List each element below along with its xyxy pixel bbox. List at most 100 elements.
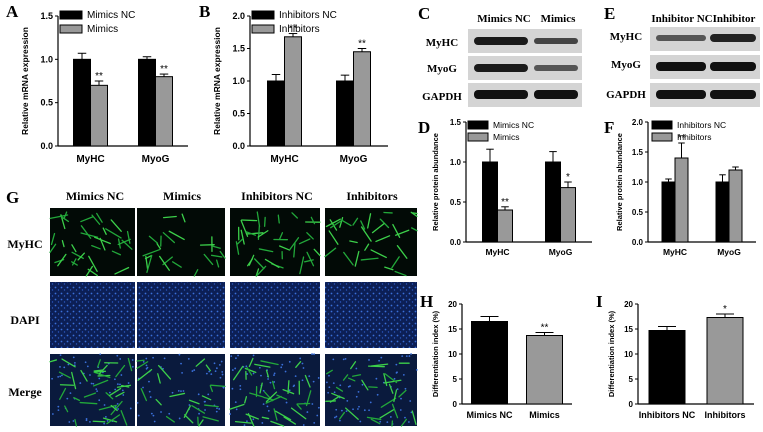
legend-swatch <box>59 24 83 34</box>
nucleus-dot <box>180 390 182 392</box>
myotube-fiber <box>388 383 394 394</box>
myotube-fiber <box>61 358 76 368</box>
myotube-fiber <box>93 371 111 379</box>
nucleus-dot <box>346 399 349 402</box>
nucleus-dot <box>230 355 233 358</box>
myotube-fiber <box>384 373 398 384</box>
myotube-fiber <box>391 403 399 419</box>
myotube-fiber <box>244 396 248 404</box>
myotube-fiber <box>324 247 337 258</box>
myotube-fiber <box>384 266 394 271</box>
myotube-fiber <box>116 384 131 388</box>
myotube-fiber <box>234 420 252 424</box>
panel-letter-a: A <box>6 2 19 21</box>
myotube-fiber <box>97 359 101 368</box>
nucleus-dot <box>114 406 117 408</box>
myotube-fiber <box>126 230 131 244</box>
nucleus-dot <box>96 390 99 393</box>
nucleus-dot <box>57 405 60 408</box>
merge-tile <box>230 354 320 426</box>
myotube-fiber <box>111 250 121 256</box>
legend-swatch <box>651 120 673 130</box>
myotube-fiber <box>96 212 103 223</box>
blot-band <box>534 90 578 99</box>
nucleus-dot <box>114 388 117 391</box>
nucleus-dot <box>262 389 265 392</box>
myotube-fiber <box>210 254 223 258</box>
nucleus-dot <box>72 420 75 422</box>
blot-band <box>656 90 706 99</box>
nucleus-dot <box>266 405 269 408</box>
nucleus-dot <box>72 356 75 359</box>
myotube-fiber <box>61 240 65 248</box>
blot-c-row-label: MyHC <box>426 37 458 49</box>
nucleus-dot <box>355 367 358 370</box>
myotube-fiber <box>157 373 161 384</box>
myotube-fiber <box>310 216 316 225</box>
nucleus-dot <box>308 375 311 378</box>
nucleus-dot <box>317 406 320 409</box>
myotube-fiber <box>265 391 278 403</box>
nucleus-dot <box>234 401 237 404</box>
myotube-fiber <box>188 399 200 405</box>
nucleus-dot <box>301 379 304 382</box>
bar <box>648 330 686 405</box>
nucleus-dot <box>74 362 76 364</box>
nucleus-dot <box>104 416 107 418</box>
myotube-fiber <box>201 395 212 401</box>
legend-swatch <box>251 10 275 20</box>
y-axis-title: Relative mRNA expression <box>212 27 222 135</box>
nucleus-dot <box>389 416 392 418</box>
myotube-fiber <box>155 398 162 406</box>
myotube-fiber <box>193 269 199 277</box>
nucleus-dot <box>205 372 208 375</box>
myotube-fiber <box>105 228 122 239</box>
nucleus-dot <box>122 394 125 396</box>
nucleus-dot <box>187 358 190 360</box>
myotube-fiber <box>248 357 254 368</box>
myotube-fiber <box>366 416 382 421</box>
bar <box>155 76 173 147</box>
nucleus-dot <box>181 372 183 374</box>
myotube-fiber <box>165 415 175 423</box>
x-tick-label: Mimics NC <box>466 410 513 420</box>
myotube-fiber <box>71 258 77 266</box>
significance-mark: ** <box>501 197 509 208</box>
nucleus-dot <box>116 383 119 386</box>
nucleus-dot <box>273 381 276 383</box>
myotube-fiber <box>205 364 211 372</box>
nucleus-dot <box>375 377 378 380</box>
myotube-fiber <box>343 251 354 266</box>
nucleus-dot <box>177 389 180 392</box>
bar <box>138 58 156 147</box>
nucleus-dot <box>404 416 406 419</box>
myotube-fiber <box>256 211 261 228</box>
panel-letter-f: F <box>604 118 615 137</box>
nucleus-dot <box>267 409 270 412</box>
nucleus-dot <box>153 420 156 423</box>
nucleus-dot <box>327 391 330 394</box>
chart-a: 0.0 0.5 1.0 1.5 Relative mRNA expression ** My… <box>20 10 188 165</box>
y-tick-label: 0.5 <box>450 198 462 207</box>
myotube-fiber <box>288 237 300 251</box>
y-tick-label: 5 <box>629 375 634 384</box>
chart-b: 0.0 0.5 1.0 1.5 2.0 Relative mRNA expression *… <box>212 10 388 165</box>
significance-mark: * <box>566 172 570 183</box>
myotube-fiber <box>240 229 245 245</box>
nucleus-dot <box>252 372 255 375</box>
myhc-tile <box>325 208 417 276</box>
nucleus-dot <box>197 393 200 396</box>
blot-c-col-label: Mimics NC <box>477 13 531 25</box>
nucleus-dot <box>152 356 154 359</box>
myotube-fiber <box>158 255 170 271</box>
myotube-fiber <box>83 392 97 398</box>
y-tick-label: 2.0 <box>632 118 644 127</box>
nucleus-dot <box>216 407 218 410</box>
nucleus-dot <box>239 384 242 387</box>
myotube-fiber <box>254 363 271 368</box>
myotube-fiber <box>183 405 191 418</box>
nucleus-dot <box>261 422 264 424</box>
myotube-fiber <box>296 403 302 410</box>
nucleus-dot <box>402 373 405 376</box>
myotube-fiber <box>184 414 194 424</box>
